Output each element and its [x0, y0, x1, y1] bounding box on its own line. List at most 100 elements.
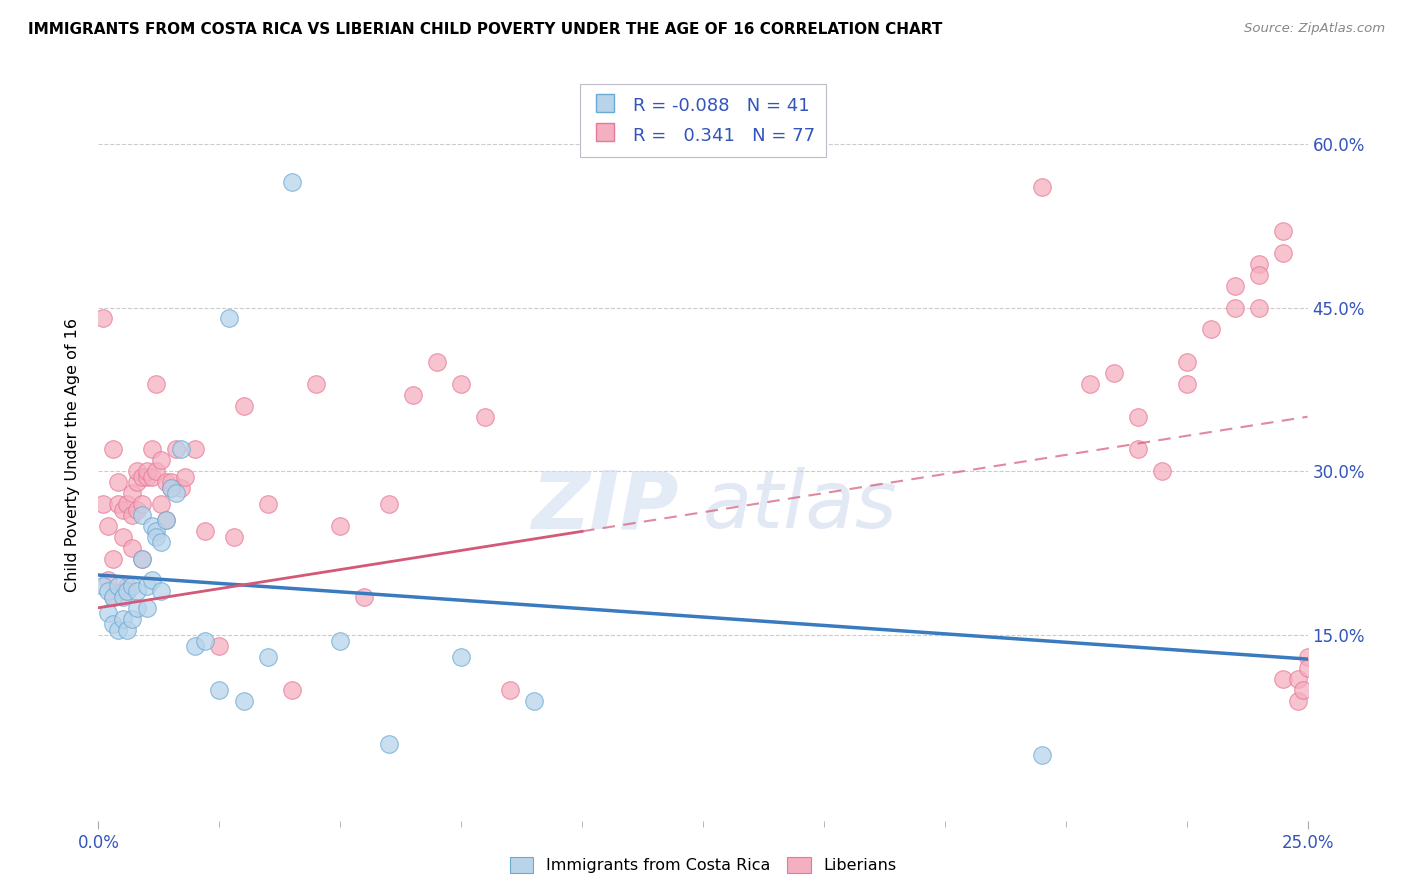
Text: IMMIGRANTS FROM COSTA RICA VS LIBERIAN CHILD POVERTY UNDER THE AGE OF 16 CORRELA: IMMIGRANTS FROM COSTA RICA VS LIBERIAN C… [28, 22, 942, 37]
Point [121, 541, 143, 555]
Point [1272, 224, 1295, 238]
Text: ZIP: ZIP [531, 467, 679, 545]
Point [232, 399, 254, 413]
Point [117, 584, 139, 599]
Point [107, 497, 129, 511]
Point [155, 513, 177, 527]
Point [1102, 366, 1125, 380]
Point [117, 497, 139, 511]
Point [107, 475, 129, 490]
Point [1272, 672, 1295, 686]
Point [1175, 355, 1198, 369]
Point [498, 682, 520, 697]
Point [91, 311, 114, 326]
Point [135, 579, 157, 593]
Point [141, 469, 163, 483]
Point [91, 579, 114, 593]
Point [121, 579, 143, 593]
Point [1292, 682, 1315, 697]
Point [165, 486, 187, 500]
Point [101, 617, 124, 632]
Point [131, 551, 153, 566]
Point [1249, 268, 1271, 282]
Point [1078, 376, 1101, 391]
Point [1296, 649, 1319, 664]
Point [131, 508, 153, 522]
Point [222, 530, 245, 544]
Point [107, 579, 129, 593]
Point [155, 513, 177, 527]
Point [256, 649, 278, 664]
Point [111, 584, 134, 599]
Point [141, 519, 163, 533]
Point [1272, 246, 1295, 260]
Point [353, 590, 375, 604]
Point [150, 453, 173, 467]
Point [150, 535, 173, 549]
Point [131, 469, 153, 483]
Point [1223, 301, 1246, 315]
Point [101, 590, 124, 604]
Point [450, 649, 472, 664]
Point [121, 486, 143, 500]
Point [141, 442, 163, 457]
Point [329, 519, 352, 533]
Point [127, 600, 149, 615]
Point [194, 524, 217, 539]
Point [1249, 257, 1271, 271]
Point [117, 584, 139, 599]
Point [150, 497, 173, 511]
Point [97, 574, 120, 588]
Point [1128, 442, 1150, 457]
Point [127, 464, 149, 478]
Point [474, 409, 496, 424]
Point [232, 693, 254, 707]
Point [1031, 748, 1053, 763]
Point [1128, 409, 1150, 424]
Point [218, 311, 240, 326]
Point [160, 481, 183, 495]
Point [127, 502, 149, 516]
Point [1031, 180, 1053, 194]
Point [402, 388, 425, 402]
Point [184, 639, 207, 653]
Text: atlas: atlas [703, 467, 898, 545]
Point [135, 600, 157, 615]
Point [426, 355, 449, 369]
Point [1286, 693, 1309, 707]
Point [194, 633, 217, 648]
Point [1286, 672, 1309, 686]
Point [281, 682, 304, 697]
Point [329, 633, 352, 648]
Point [127, 475, 149, 490]
Point [256, 497, 278, 511]
Point [165, 442, 187, 457]
Point [121, 508, 143, 522]
Point [145, 530, 167, 544]
Point [281, 175, 304, 189]
Point [107, 623, 129, 637]
Point [1152, 464, 1174, 478]
Point [377, 497, 399, 511]
Point [97, 519, 120, 533]
Point [174, 469, 197, 483]
Point [169, 442, 191, 457]
Point [97, 584, 120, 599]
Point [117, 579, 139, 593]
Point [1223, 278, 1246, 293]
Point [111, 502, 134, 516]
Point [1296, 661, 1319, 675]
Point [155, 475, 177, 490]
Point [145, 524, 167, 539]
Point [127, 584, 149, 599]
Point [101, 590, 124, 604]
Point [208, 682, 231, 697]
Point [111, 612, 134, 626]
Point [111, 590, 134, 604]
Point [121, 612, 143, 626]
Point [450, 376, 472, 391]
Point [377, 737, 399, 751]
Point [150, 584, 173, 599]
Point [101, 551, 124, 566]
Point [1199, 322, 1222, 336]
